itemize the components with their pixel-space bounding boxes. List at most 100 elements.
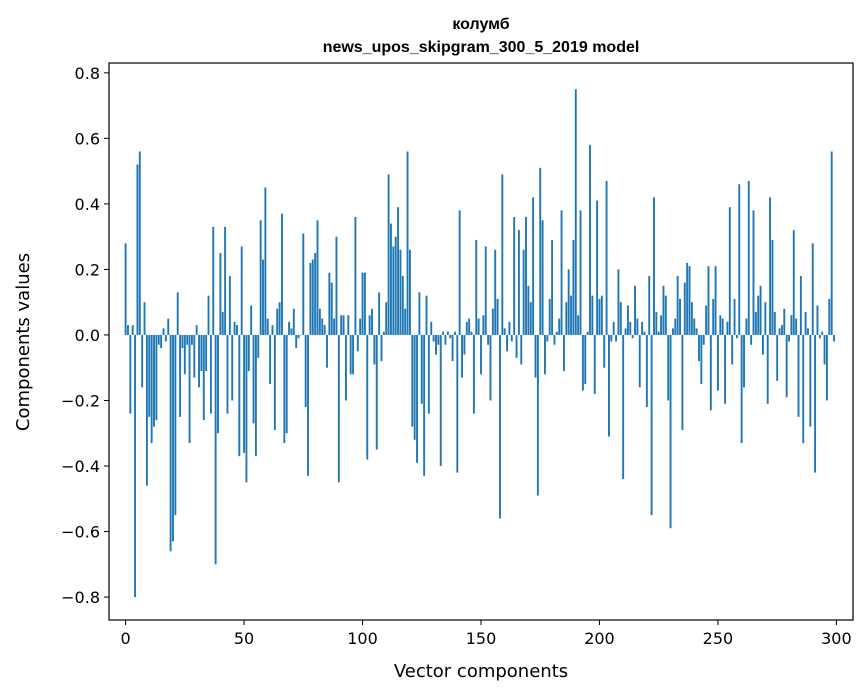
bar [347, 315, 350, 335]
bar [674, 318, 677, 335]
bar [638, 334, 641, 388]
bar [335, 236, 338, 335]
bar [309, 262, 312, 335]
bar [323, 325, 326, 335]
x-tick-label: 0 [120, 629, 130, 648]
bar [716, 334, 719, 391]
bar [660, 315, 663, 335]
bar [134, 334, 137, 598]
bar [453, 331, 456, 335]
bar [811, 243, 814, 335]
bar [560, 210, 563, 335]
bar [513, 216, 516, 335]
bar [617, 269, 620, 335]
bar [598, 298, 601, 335]
bar [477, 318, 480, 335]
bar [743, 334, 745, 388]
bar [572, 239, 575, 335]
bar [401, 275, 404, 335]
bar [828, 298, 831, 335]
x-tick-label: 100 [347, 629, 378, 648]
bar [790, 315, 793, 335]
bar [764, 302, 767, 335]
bar [271, 325, 274, 335]
bar [231, 334, 234, 401]
bar [446, 331, 449, 335]
bar [266, 318, 269, 335]
bar [487, 334, 490, 345]
bar [442, 331, 445, 335]
bar [356, 334, 359, 352]
bar [363, 272, 366, 335]
bar [321, 318, 324, 335]
bar [190, 334, 193, 345]
bar [719, 315, 722, 335]
bar [432, 334, 435, 342]
bar [397, 207, 400, 335]
bar [539, 167, 542, 335]
bar [501, 174, 504, 335]
bar [776, 334, 779, 381]
bar [219, 253, 222, 335]
bar [226, 334, 229, 414]
bar [816, 305, 819, 335]
bar [693, 318, 696, 335]
bar [562, 334, 565, 371]
y-tick-label: 0.0 [75, 326, 100, 345]
bar [337, 334, 340, 483]
bar [437, 334, 440, 345]
plot-frame [108, 62, 854, 621]
bar [593, 334, 596, 394]
bar [821, 331, 824, 335]
x-axis-ticks: 0 50 100 150 200 250 300 [120, 620, 852, 648]
bar [418, 292, 421, 335]
bar [366, 334, 369, 460]
bar [503, 328, 506, 335]
bar [522, 249, 525, 335]
bar [669, 334, 672, 529]
bar [574, 89, 577, 335]
bar [778, 328, 781, 335]
bar [183, 334, 186, 375]
bar [295, 334, 298, 349]
bar [591, 295, 594, 335]
bar [664, 295, 667, 335]
bar [470, 331, 473, 335]
bar [288, 321, 291, 335]
bar [510, 334, 513, 342]
bar [634, 285, 636, 335]
bar [297, 334, 300, 339]
y-tick-label: −0.4 [61, 457, 100, 476]
bar [548, 298, 551, 335]
bar [733, 298, 736, 335]
bar [657, 331, 660, 335]
bar [200, 334, 203, 371]
bar [202, 334, 205, 421]
bar [515, 334, 518, 358]
bar [600, 295, 603, 335]
bar [430, 321, 433, 335]
bar [629, 321, 632, 335]
bar [404, 308, 407, 335]
y-tick-label: 0.8 [75, 64, 100, 83]
bar [181, 334, 184, 349]
bar [127, 325, 129, 335]
y-tick-label: −0.2 [61, 391, 100, 410]
bar [520, 334, 523, 365]
bar [508, 321, 511, 335]
bar [679, 298, 681, 335]
bar [546, 334, 549, 342]
bar [420, 334, 423, 404]
bar [311, 259, 314, 335]
bar [724, 334, 726, 404]
bar [645, 334, 648, 408]
bar [148, 334, 151, 417]
bar [506, 334, 509, 352]
bar [517, 230, 520, 335]
bar [830, 151, 833, 335]
bar [622, 334, 625, 480]
bar [458, 210, 461, 335]
bar [172, 334, 174, 542]
bar [565, 302, 568, 335]
